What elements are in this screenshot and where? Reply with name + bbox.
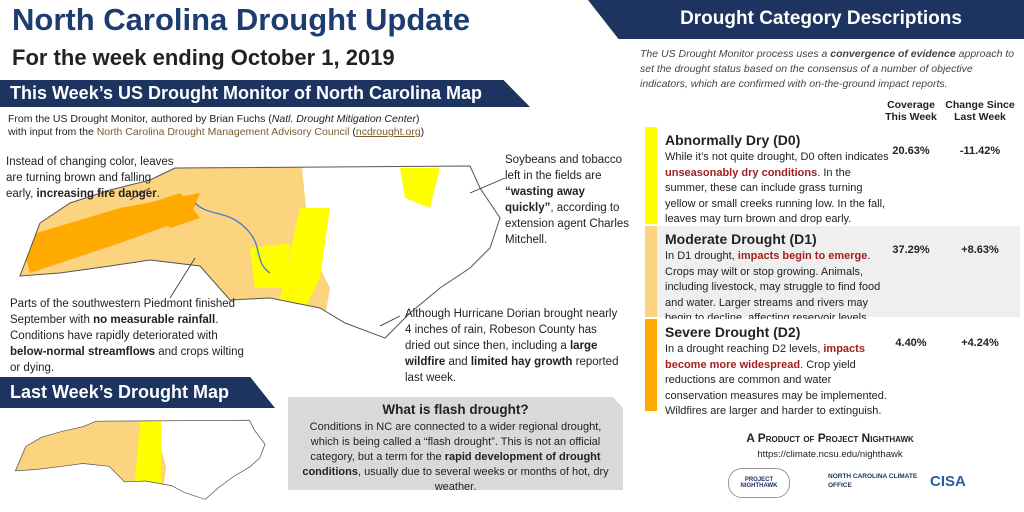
panel-header: Drought Category Descriptions xyxy=(588,0,1024,39)
coverage: 4.40% xyxy=(895,337,927,349)
subtitle: For the week ending October 1, 2019 xyxy=(12,45,395,70)
text-run: ncdrought.org xyxy=(355,126,421,138)
text-run: below-normal streamflows xyxy=(10,346,156,358)
text-run: “wasting away quickly” xyxy=(505,186,585,214)
small-map xyxy=(14,419,266,500)
text-run: Conditions in NC are connected to a wide… xyxy=(309,421,602,463)
category-name: Abnormally Dry (D0) xyxy=(665,132,801,148)
coverage: 37.29% xyxy=(892,244,930,256)
logo: PROJECT NIGHTHAWK xyxy=(728,468,790,498)
text-run: , according to extension agent Charles M… xyxy=(505,202,630,246)
category-row: Severe Drought (D2) In a drought reaching… xyxy=(645,319,1020,417)
text-run: ) xyxy=(420,126,425,138)
text-run: Although Hurricane Dorian brought nearly… xyxy=(405,308,618,352)
category-description: In D1 drought, impacts begin to emerge. … xyxy=(665,249,893,327)
text-run: increasing fire danger xyxy=(36,188,157,200)
url: https://climate.ncsu.edu/nighthawk xyxy=(757,449,903,460)
credit: A Product of Project Nighthawk xyxy=(746,431,914,445)
text-run: rapid development of drought conditions xyxy=(302,451,601,478)
text-run: Parts of the southwestern Piedmont finis… xyxy=(10,298,236,326)
logo: NORTH CAROLINA CLIMATE OFFICE xyxy=(828,473,918,489)
text-run: While it’s not quite drought, D0 often i… xyxy=(665,151,889,163)
coverage: 20.63% xyxy=(892,145,930,157)
banner: This Week’s US Drought Monitor of North … xyxy=(0,80,530,107)
text-run: limited hay growth xyxy=(470,356,573,368)
text-run: . Conditions have rapidly deteriorated w… xyxy=(10,314,219,342)
intro: The US Drought Monitor process uses a co… xyxy=(640,47,1015,92)
category-name: Moderate Drought (D1) xyxy=(665,231,817,247)
banner-text: This Week’s US Drought Monitor of North … xyxy=(10,83,483,103)
text-run: impacts begin to emerge xyxy=(737,250,868,262)
text-run: Natl. Drought Mitigation Center xyxy=(271,113,416,125)
category-description: In a drought reaching D2 levels, impacts… xyxy=(665,342,893,420)
text-run: ( xyxy=(349,126,356,138)
category-swatch xyxy=(645,319,657,411)
annotation: Parts of the southwestern Piedmont finis… xyxy=(10,296,250,376)
logo: CISA xyxy=(930,473,966,490)
text-run: unseasonably dry conditions xyxy=(665,166,818,179)
text-run: and xyxy=(445,356,471,368)
panel-title: Drought Category Descriptions xyxy=(680,8,962,29)
category-swatch xyxy=(645,226,657,317)
text-run: reported last week. xyxy=(405,356,619,384)
text-run: no measurable rainfall xyxy=(93,314,216,326)
map xyxy=(19,165,506,339)
source: From the US Drought Monitor, authored by… xyxy=(8,113,428,139)
text-run: large wildfire xyxy=(405,340,598,368)
text-run: In a drought reaching D2 levels, xyxy=(665,343,824,355)
text-run: The US Drought Monitor process uses a xyxy=(640,48,831,60)
banner-text: Last Week’s Drought Map xyxy=(10,382,230,402)
column-header: Change Since Last Week xyxy=(945,99,1015,123)
change: +4.24% xyxy=(961,337,999,349)
change: +8.63% xyxy=(961,244,999,256)
text-run: ) with input from the xyxy=(8,113,420,138)
category-description: While it’s not quite drought, D0 often i… xyxy=(665,150,893,228)
category-swatch xyxy=(645,127,657,224)
text-run: approach to set the drought status based… xyxy=(640,48,1015,90)
column-header: Coverage This Week xyxy=(885,99,937,123)
text-run: In D1 drought, xyxy=(665,250,738,262)
text-run: and crops wilting or dying. xyxy=(10,346,244,374)
text-run: , usually due to several weeks or months… xyxy=(357,466,609,493)
box-title: What is flash drought? xyxy=(382,402,529,417)
text-run: . Crops may wilt or stop growing. Animal… xyxy=(665,250,881,324)
text-run: Instead of changing color, leaves are tu… xyxy=(6,156,174,200)
category-name: Severe Drought (D2) xyxy=(665,324,801,340)
text-run: Soybeans and tobacco left in the fields … xyxy=(505,154,623,182)
text-run: . xyxy=(156,188,160,200)
flash-drought-box: What is flash drought? Conditions in NC … xyxy=(288,397,623,490)
text-run: convergence of evidence xyxy=(830,48,956,60)
banner: Last Week’s Drought Map xyxy=(0,377,275,408)
change: -11.42% xyxy=(959,145,1001,157)
text-run: impacts become more widespread xyxy=(665,343,865,371)
text-run: North Carolina Drought Management Adviso… xyxy=(96,126,350,138)
category-row: Abnormally Dry (D0) While it’s not quite … xyxy=(645,127,1020,225)
text-run: . In the summer, these can include grass… xyxy=(665,166,886,226)
title: North Carolina Drought Update xyxy=(12,2,471,37)
text-run: . Crop yield reductions are common and w… xyxy=(665,358,887,418)
annotation: Although Hurricane Dorian brought nearly… xyxy=(405,306,623,386)
annotation: Instead of changing color, leaves are tu… xyxy=(6,154,181,202)
box-body: Conditions in NC are connected to a wide… xyxy=(288,417,623,493)
category-row: Moderate Drought (D1) In D1 drought, impa… xyxy=(645,226,1020,324)
annotation: Soybeans and tobacco left in the fields … xyxy=(505,152,630,248)
text-run: From the US Drought Monitor, authored by… xyxy=(8,113,272,125)
